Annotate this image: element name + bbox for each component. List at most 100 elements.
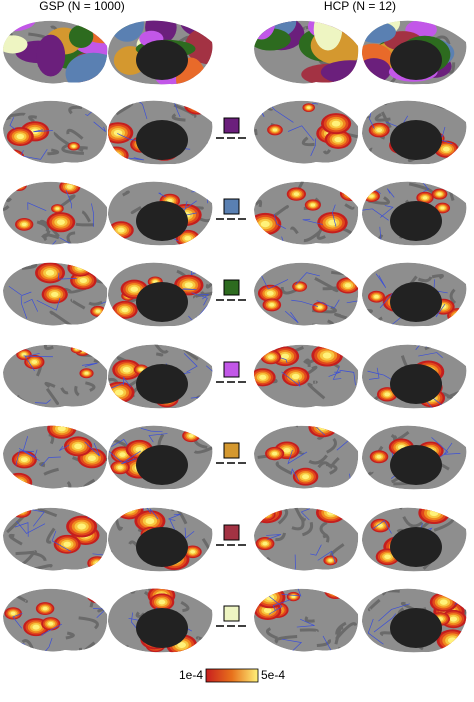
activation — [294, 192, 299, 196]
sulcus — [76, 224, 94, 225]
brain — [99, 181, 213, 247]
activation — [332, 121, 340, 127]
activation — [449, 100, 461, 108]
parcel — [357, 58, 391, 82]
sulcus — [101, 431, 115, 434]
activation — [451, 311, 465, 321]
sulcus — [156, 354, 162, 355]
sulcus — [371, 586, 385, 594]
sulcus — [347, 479, 364, 491]
brain — [103, 93, 226, 164]
sulcus — [69, 583, 88, 588]
activation — [346, 190, 356, 197]
sulcus — [265, 558, 270, 562]
activation — [89, 588, 108, 601]
activation — [91, 103, 101, 110]
activation — [77, 265, 84, 270]
activation — [185, 282, 193, 288]
sulcus — [425, 341, 445, 349]
activation — [63, 542, 71, 547]
activation — [91, 590, 106, 600]
activation — [5, 151, 23, 163]
colorbar — [206, 669, 258, 682]
sulcus — [409, 338, 417, 345]
brain — [347, 426, 466, 491]
sulcus — [267, 259, 273, 264]
sulcus — [197, 397, 208, 408]
activation — [269, 303, 274, 307]
activation — [43, 607, 48, 611]
activation — [423, 196, 428, 199]
brain — [248, 6, 379, 95]
sulcus — [331, 271, 346, 274]
sulcus — [354, 116, 369, 118]
brain — [106, 499, 213, 571]
brain — [250, 337, 358, 407]
boundary — [351, 519, 370, 524]
activation — [376, 455, 381, 459]
sulcus — [344, 183, 352, 192]
activation — [125, 506, 133, 512]
sulcus — [107, 551, 112, 560]
parcel — [314, 8, 343, 51]
activation — [186, 97, 208, 113]
brain — [108, 263, 220, 330]
medial-wall — [136, 364, 188, 404]
activation — [344, 189, 357, 198]
activation — [264, 608, 272, 613]
sulcus — [370, 318, 382, 327]
activation — [123, 367, 131, 373]
activation — [46, 270, 54, 276]
activation — [376, 128, 382, 132]
activation — [32, 360, 38, 364]
parcel — [356, 21, 396, 43]
boundary — [21, 171, 33, 184]
activation — [189, 434, 194, 438]
activation — [345, 283, 351, 288]
activation — [324, 508, 338, 518]
activation — [21, 457, 28, 462]
activation — [453, 103, 457, 106]
sulcus — [207, 275, 220, 287]
component-swatch — [224, 525, 239, 540]
brain — [3, 583, 119, 657]
colorbar-max: 5e-4 — [261, 668, 285, 682]
activation — [264, 512, 269, 516]
sulcus — [95, 23, 103, 36]
activation — [57, 219, 65, 225]
sulcus — [185, 183, 201, 187]
sulcus — [3, 73, 14, 77]
medial-wall — [136, 201, 188, 241]
cortex — [254, 182, 358, 245]
medial-wall — [136, 527, 188, 567]
activation — [378, 524, 383, 528]
brain — [254, 583, 358, 654]
component-swatch — [224, 280, 239, 295]
activation — [440, 207, 444, 210]
boundary — [338, 185, 354, 187]
activation — [430, 510, 439, 516]
activation — [67, 185, 73, 189]
activation — [191, 101, 203, 110]
medial-wall — [390, 120, 442, 160]
boundary — [349, 474, 365, 501]
activation — [117, 466, 122, 470]
sulcus — [356, 472, 372, 480]
left-header: GSP (N = 1000) — [39, 0, 125, 13]
activation — [11, 612, 16, 615]
activation — [450, 616, 457, 621]
brain — [3, 256, 117, 326]
activation — [12, 478, 25, 487]
sulcus — [364, 310, 372, 312]
brain — [0, 171, 107, 265]
parcel — [36, 35, 65, 77]
brain — [362, 259, 469, 329]
activation — [88, 101, 104, 112]
activation — [94, 561, 100, 565]
activation — [189, 99, 206, 111]
medial-wall — [390, 608, 442, 648]
activation — [437, 193, 441, 196]
activation — [130, 287, 138, 292]
activation — [323, 352, 332, 358]
